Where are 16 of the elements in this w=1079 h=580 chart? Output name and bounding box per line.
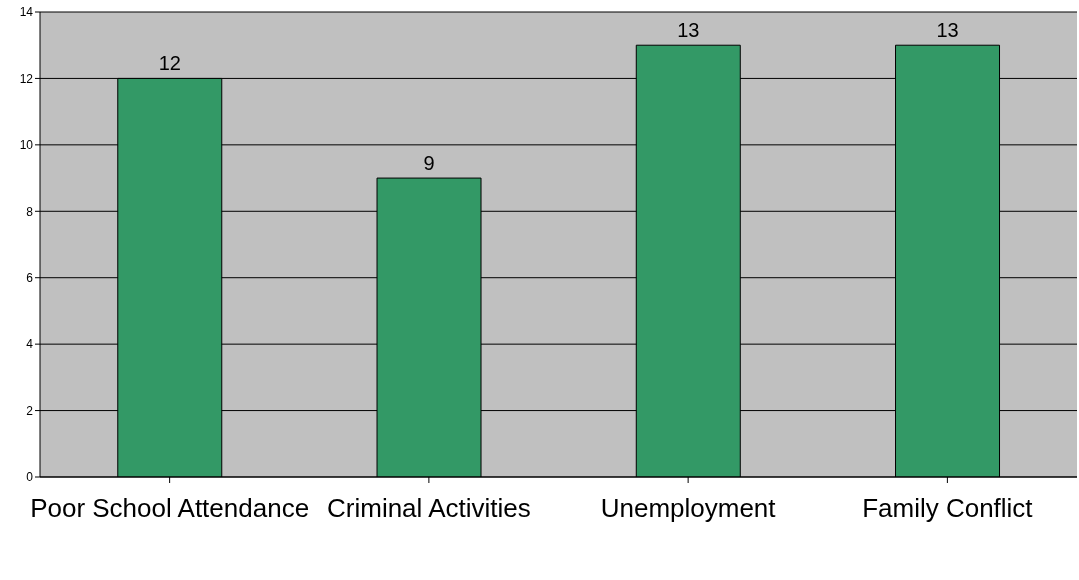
data-label: 9: [423, 152, 435, 175]
y-tick-label: 6: [26, 270, 34, 285]
y-tick-label: 12: [19, 71, 34, 86]
data-label: 13: [677, 19, 700, 42]
x-tick-label: Poor School Attendance: [30, 493, 310, 524]
data-label: 13: [936, 19, 959, 42]
y-tick-label: 2: [26, 403, 34, 418]
y-tick-label: 10: [19, 138, 34, 153]
x-tick-label: Unemployment: [600, 493, 777, 524]
data-label: 12: [158, 52, 181, 75]
y-tick-label: 8: [26, 204, 34, 219]
x-tick-label: Family Conflict: [862, 493, 1034, 524]
x-tick-label: Criminal Activities: [327, 493, 531, 524]
y-tick-label: 14: [19, 5, 34, 20]
y-tick-label: 0: [26, 470, 34, 485]
y-tick-label: 4: [26, 337, 34, 352]
